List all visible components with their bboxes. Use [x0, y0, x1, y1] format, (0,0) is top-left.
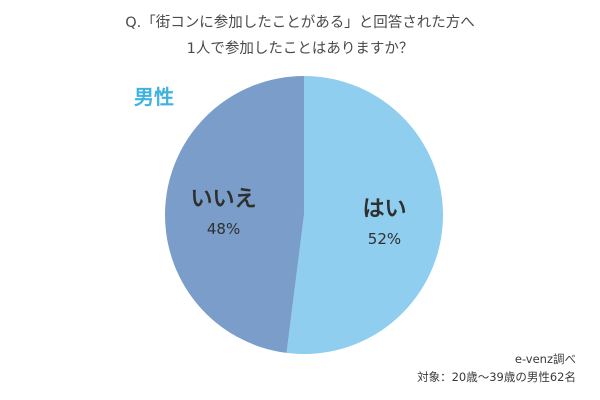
chart-title-line1: Q.「街コンに参加したことがある」と回答された方へ: [125, 15, 475, 31]
slice-value-label: 48%: [207, 220, 240, 238]
target-note: 対象：20歳〜39歳の男性62名: [417, 370, 576, 384]
chart-title-line2: 1人で参加したことはありますか？: [186, 41, 414, 57]
slice-value-label: 52%: [368, 230, 401, 248]
chart-title: Q.「街コンに参加したことがある」と回答された方へ 1人で参加したことはあります…: [0, 10, 600, 62]
pie-slice-no: [164, 76, 304, 353]
chart-footer: e-venz調べ 対象：20歳〜39歳の男性62名: [417, 350, 576, 386]
pie-slice-yes: [286, 76, 443, 354]
slice-category-label: はい: [362, 197, 406, 222]
source-note: e-venz調べ: [514, 352, 576, 366]
group-label: 男性: [134, 85, 174, 109]
slice-category-label: いいえ: [191, 187, 257, 212]
